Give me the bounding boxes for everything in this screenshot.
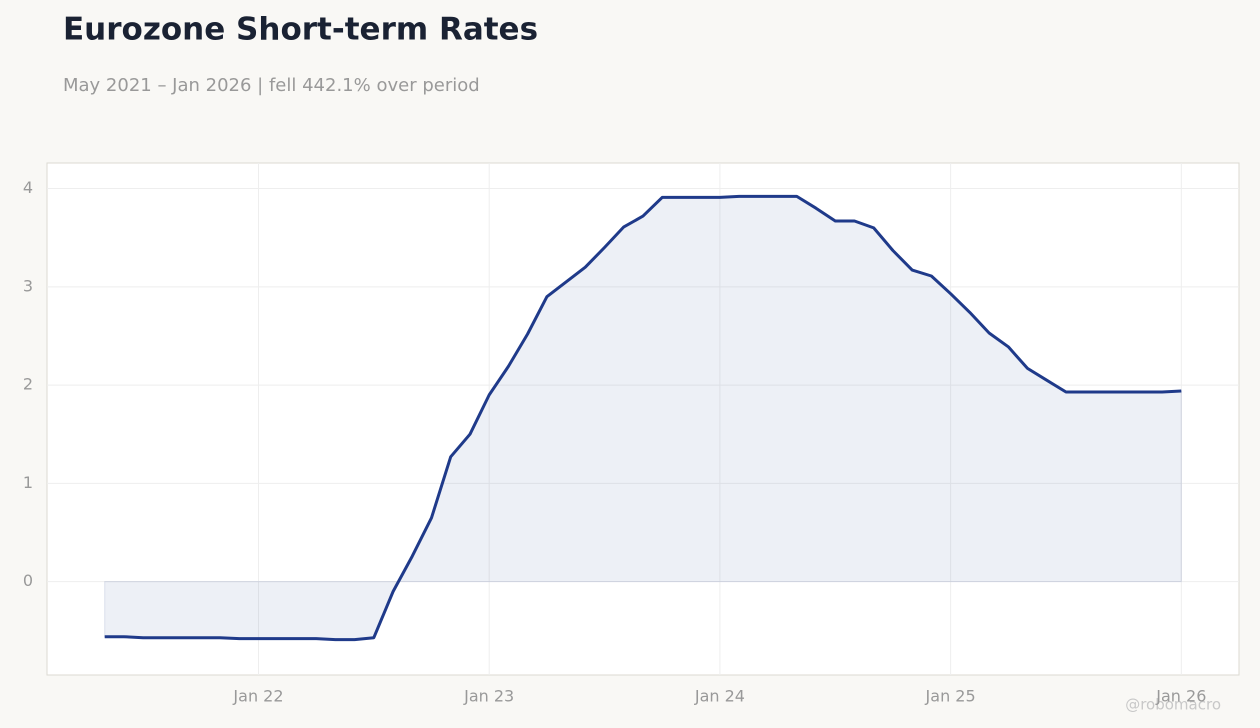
line — [104, 194, 1182, 642]
x-tick-label: Jan 22 — [232, 687, 283, 706]
plot-area — [46, 162, 1240, 676]
chart-title: Eurozone Short-term Rates — [63, 12, 538, 48]
chart-subtitle: May 2021 – Jan 2026 | fell 442.1% over p… — [63, 75, 480, 96]
x-tick-label: Jan 25 — [925, 687, 976, 706]
x-tick-label: Jan 26 — [1155, 687, 1206, 706]
watermark: @robomacro — [1125, 696, 1221, 714]
y-tick-label: 1 — [23, 473, 33, 492]
y-tick-label: 3 — [23, 276, 33, 295]
x-tick-label: Jan 24 — [694, 687, 745, 706]
y-tick-label: 4 — [23, 178, 33, 197]
y-tick-label: 2 — [23, 375, 33, 394]
x-tick-label: Jan 23 — [463, 687, 514, 706]
y-tick-label: 0 — [23, 571, 33, 590]
